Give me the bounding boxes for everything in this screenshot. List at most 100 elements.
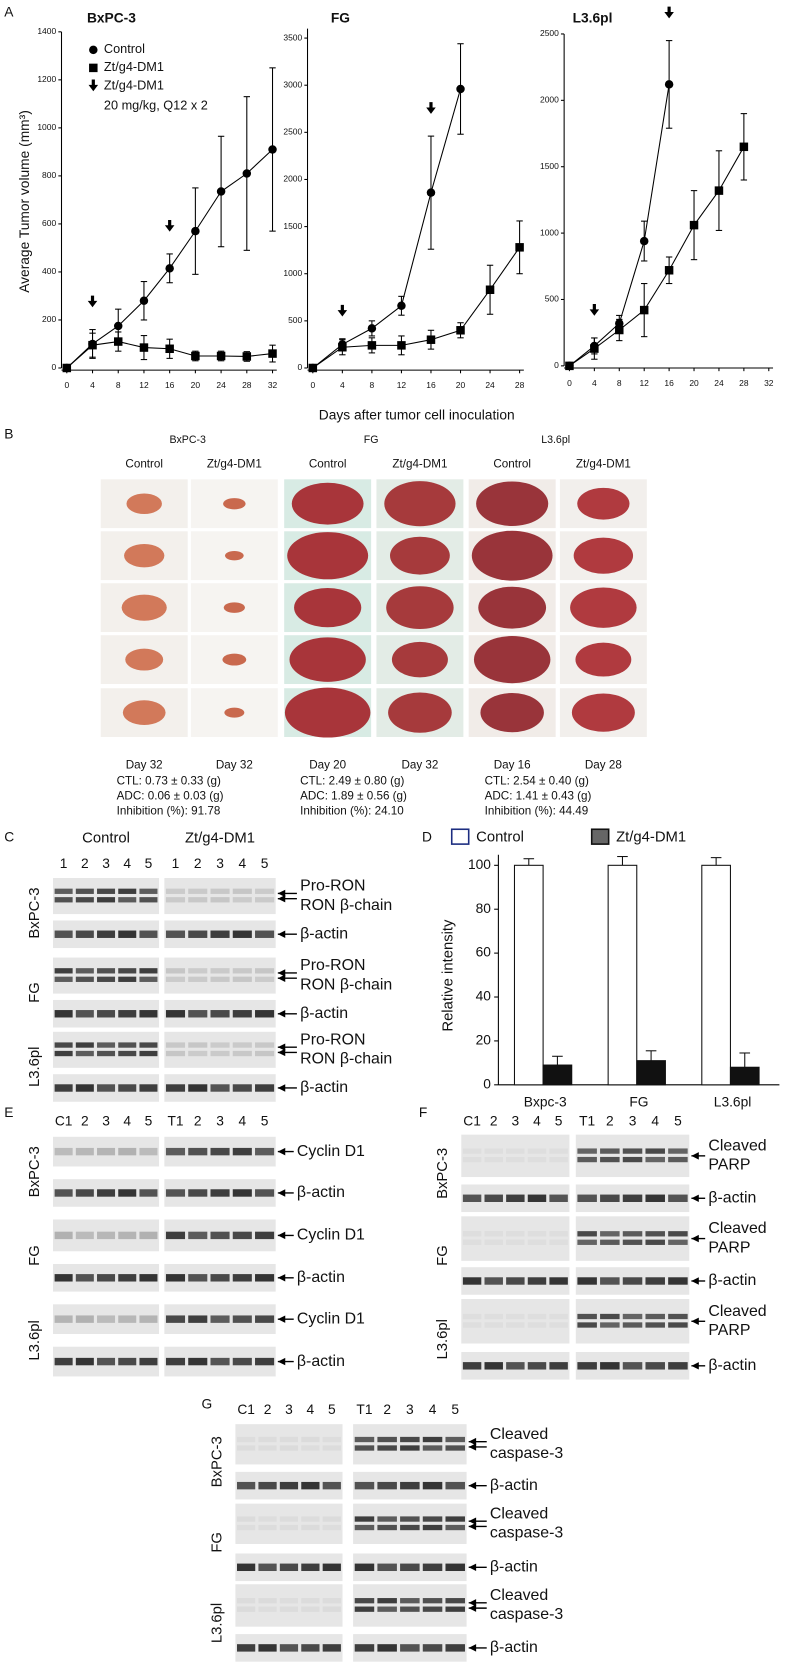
cell-line-label: BxPC-3 [27, 887, 43, 938]
cell-line-label: L3.6pl [209, 1603, 225, 1643]
band-label: β-actin [297, 1269, 345, 1286]
blot-band [118, 1357, 137, 1366]
group-title: BxPC-3 [169, 434, 206, 446]
blot-band [422, 1516, 443, 1522]
x-tick-label: L3.6pl [714, 1094, 752, 1109]
arrow-head [277, 1084, 286, 1092]
blot-band [527, 1313, 547, 1320]
lane-label: T1 [167, 1114, 183, 1129]
data-point [426, 188, 436, 197]
arrow-head [277, 969, 286, 977]
blot-band [118, 1042, 137, 1048]
blot-band [322, 1481, 341, 1490]
blot-strip [353, 1584, 467, 1627]
blot-band [668, 1313, 688, 1320]
band-label: β-actin [300, 1005, 348, 1022]
blot-band [232, 1357, 252, 1366]
data-point [615, 325, 624, 335]
y-tick-label: 1400 [37, 26, 56, 36]
stat-line: Inhibition (%): 24.10 [300, 804, 404, 817]
blot-band [549, 1239, 568, 1245]
blot-band [165, 1315, 186, 1323]
blot-band [54, 1042, 73, 1048]
blot-band [549, 1313, 568, 1320]
tumor [573, 537, 634, 574]
blot-band [549, 1277, 568, 1285]
blot-band [97, 1042, 116, 1048]
x-tick-label: 0 [567, 378, 572, 388]
blot-band [301, 1524, 320, 1531]
band-label: β-actin [708, 1272, 756, 1289]
tumor [126, 493, 162, 514]
blot-band [188, 1274, 208, 1282]
blot-band [210, 1050, 230, 1057]
blot-band [54, 1084, 73, 1092]
blot-band [506, 1194, 525, 1202]
blot-strip [575, 1134, 690, 1178]
blot-band [255, 897, 275, 903]
blot-band [400, 1524, 420, 1531]
blot-band [188, 1315, 208, 1323]
blot-band [622, 1156, 643, 1163]
blot-band [237, 1598, 256, 1604]
data-point [242, 352, 252, 361]
band-label: β-actin [297, 1353, 345, 1370]
chart-title: FG [331, 11, 350, 26]
y-tick-label: 80 [476, 901, 492, 916]
blot-band [165, 930, 186, 938]
blot-band [506, 1322, 525, 1328]
tumor [388, 692, 452, 733]
data-point [590, 344, 599, 353]
data-point [139, 296, 149, 305]
series-line [312, 247, 521, 369]
blot-band [237, 1644, 256, 1652]
y-tick-label: 1500 [283, 221, 302, 231]
blot-strip [235, 1584, 343, 1627]
blot-band [445, 1644, 465, 1652]
lane-label: 5 [145, 856, 153, 871]
blot-band [645, 1362, 665, 1370]
blot-band [210, 1147, 230, 1156]
y-tick-label: 0 [483, 1076, 491, 1091]
blot-band [301, 1644, 320, 1652]
day-label: Day 16 [494, 759, 531, 772]
x-tick-label: 12 [639, 378, 649, 388]
day-label: Day 28 [585, 759, 622, 772]
cell-line-label: FG [27, 1245, 43, 1266]
blot-band [188, 888, 208, 894]
y-tick-label: 60 [476, 945, 492, 960]
blot-band [165, 1050, 186, 1057]
x-tick-label: 4 [592, 378, 597, 388]
column-label: Zt/g4-DM1 [392, 458, 447, 471]
blot-band [668, 1239, 688, 1245]
blot-band [422, 1606, 443, 1612]
blot-band [668, 1277, 688, 1285]
blot-band [210, 897, 230, 903]
blot-band [484, 1239, 503, 1245]
blot-band [97, 1274, 116, 1282]
lane-label: 2 [194, 856, 202, 871]
blot-strip [53, 1136, 160, 1167]
blot-band [645, 1277, 665, 1285]
data-point [268, 349, 277, 358]
blot-band [232, 1274, 252, 1282]
blot-band [210, 1042, 230, 1048]
blot-band [600, 1148, 620, 1154]
blot-band [445, 1598, 465, 1604]
blot-band [232, 976, 252, 982]
x-tick-label: 20 [456, 380, 466, 390]
blot-band [75, 1084, 94, 1092]
blot-strip [575, 1216, 690, 1261]
lane-label: 3 [629, 1114, 637, 1129]
bar [729, 1066, 760, 1086]
tumor [471, 530, 553, 581]
blot-band [445, 1606, 465, 1612]
band-label: Cleaved [708, 1138, 766, 1155]
blot-band [139, 976, 158, 982]
blot-band [165, 897, 186, 903]
blot-band [668, 1322, 688, 1328]
y-tick-label: 1000 [283, 268, 302, 278]
day-label: Day 20 [309, 759, 346, 772]
cell-line-label: FG [27, 982, 43, 1003]
lane-label: 3 [216, 856, 224, 871]
